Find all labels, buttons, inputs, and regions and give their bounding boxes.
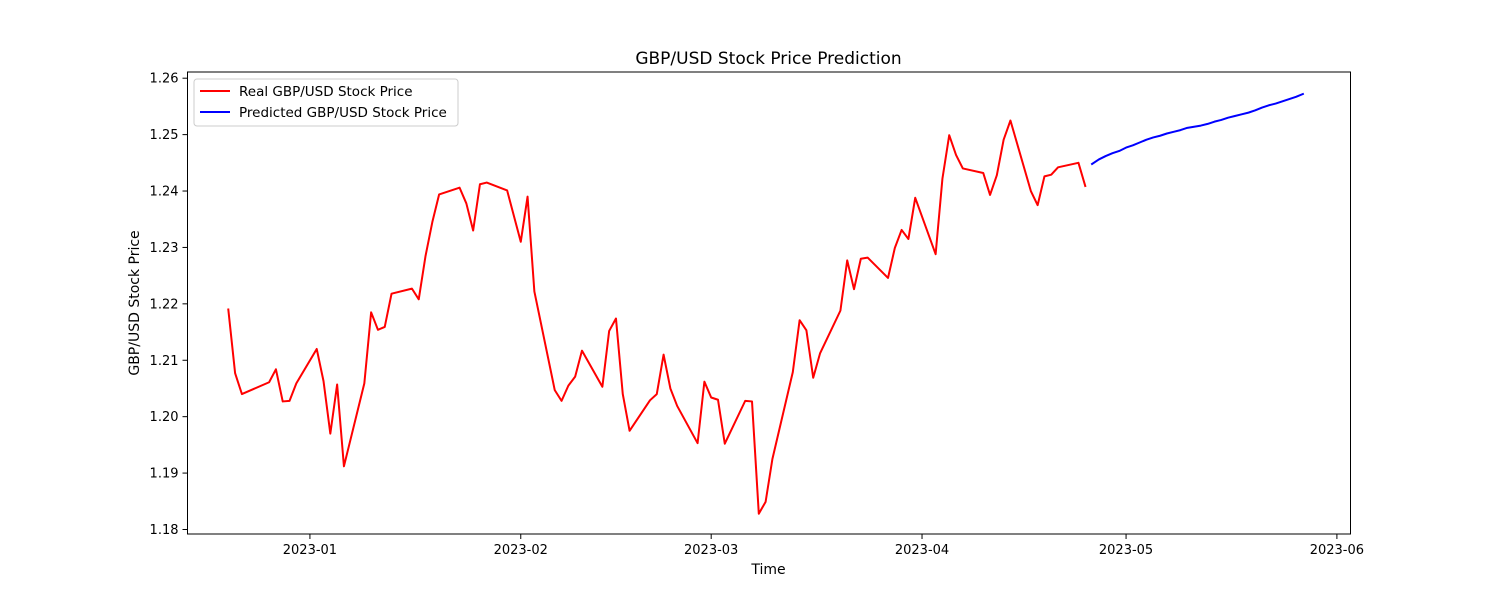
x-tick-label: 2023-05 (1099, 543, 1153, 558)
x-axis-label: Time (750, 562, 785, 578)
legend: Real GBP/USD Stock Price Predicted GBP/U… (193, 78, 459, 127)
y-axis-label: GBP/USD Stock Price (127, 230, 143, 375)
y-tick-label: 1.21 (150, 354, 179, 369)
series-line-predicted (1090, 92, 1305, 166)
y-tick-label: 1.22 (150, 297, 179, 312)
legend-frame (193, 78, 459, 127)
chart-title: GBP/USD Stock Price Prediction (635, 49, 901, 69)
y-axis: 1.18 1.19 1.20 1.21 1.22 1.23 1.24 1.25 1.26 (150, 72, 188, 538)
series-line-real (227, 119, 1087, 515)
y-tick-label: 1.24 (150, 185, 179, 200)
x-tick-label: 2023-01 (283, 543, 337, 558)
y-tick-label: 1.19 (150, 467, 179, 482)
y-tick-label: 1.20 (150, 410, 179, 425)
y-tick-label: 1.18 (150, 523, 179, 538)
x-tick-label: 2023-02 (494, 543, 548, 558)
y-tick-label: 1.25 (150, 128, 179, 143)
x-axis: 2023-01 2023-02 2023-03 2023-04 2023-05 2023-… (283, 534, 1364, 558)
legend-label-real: Real GBP/USD Stock Price (239, 84, 413, 100)
series-layer (227, 92, 1305, 515)
x-tick-label: 2023-03 (684, 543, 738, 558)
y-tick-label: 1.23 (150, 241, 179, 256)
x-tick-label: 2023-06 (1310, 543, 1364, 558)
axes-frame (187, 71, 1351, 535)
axes-background (187, 72, 1351, 534)
x-tick-label: 2023-04 (895, 543, 949, 558)
y-tick-label: 1.26 (150, 72, 179, 87)
plot-area (187, 71, 1351, 535)
legend-label-predicted: Predicted GBP/USD Stock Price (239, 105, 447, 121)
